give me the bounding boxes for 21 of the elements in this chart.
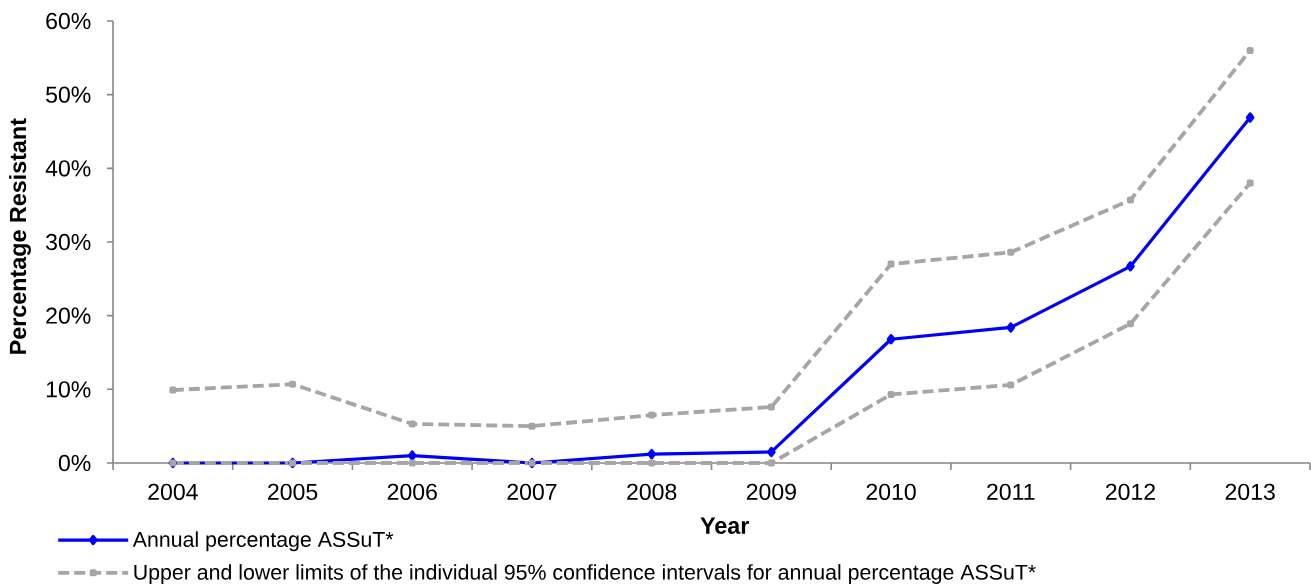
y-tick-label: 40%	[45, 160, 91, 177]
x-tick-label: 2007	[507, 483, 557, 501]
x-tick-label: 2009	[746, 483, 796, 501]
x-axis-title: Year	[700, 517, 749, 534]
y-tick-label: 10%	[46, 381, 91, 398]
y-axis-title: Percentage Resistant	[9, 118, 31, 354]
y-tick-label: 60%	[46, 12, 91, 30]
y-tick-label: 0%	[58, 454, 91, 472]
y-tick-label: 30%	[46, 233, 91, 251]
legend-label: Annual percentage ASSuT*	[132, 531, 394, 552]
legend-label: Upper and lower limits of the individual 95% confidence intervals for annual percentage ASSuT*	[134, 564, 1036, 585]
y-tick-label: 50%	[46, 86, 91, 103]
x-tick-label: 2013	[1225, 483, 1275, 501]
x-tick-label: 2006	[387, 483, 437, 501]
x-tick-label: 2010	[866, 483, 916, 501]
x-tick-label: 2004	[148, 483, 198, 501]
x-tick-label: 2008	[627, 483, 677, 501]
x-tick-label: 2011	[987, 483, 1035, 501]
x-tick-label: 2012	[1105, 483, 1155, 501]
y-tick-label: 20%	[46, 307, 91, 324]
x-tick-label: 2005	[268, 483, 318, 501]
